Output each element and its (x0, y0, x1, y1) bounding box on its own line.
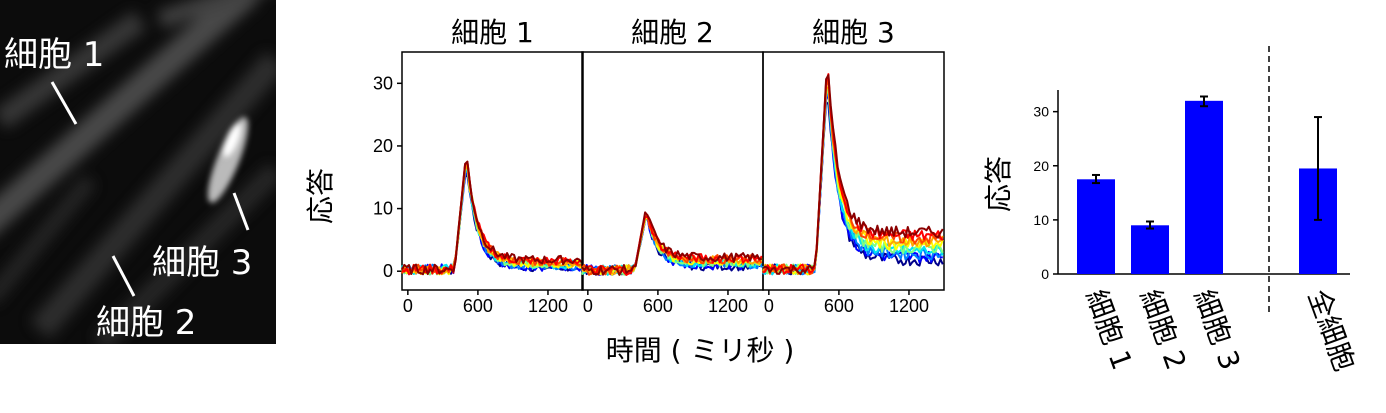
bar (1077, 179, 1115, 274)
bar-chart: 0 10 20 30 細胞 1細胞 2細胞 3 全細胞 応答 (982, 46, 1361, 375)
x-tick-label: 1200 (889, 296, 929, 316)
bar-y-tick-label: 30 (1033, 104, 1049, 120)
bar-category-label: 細胞 1 (1079, 285, 1138, 374)
bar-y-tick-label: 10 (1033, 212, 1049, 228)
trace-line (581, 216, 763, 275)
bar-category-label: 細胞 2 (1133, 285, 1192, 374)
x-tick-label: 0 (583, 296, 593, 316)
bar-y-tick-label: 20 (1033, 158, 1049, 174)
trace-line (401, 160, 583, 276)
trace-panel-3: 細胞 3 0 600 1200 (762, 16, 945, 316)
x-tick-label: 600 (643, 296, 673, 316)
x-tick-label: 1200 (528, 296, 568, 316)
cell3-label: 細胞 3 (152, 243, 252, 283)
trace-line (762, 74, 944, 276)
y-tick-label: 20 (373, 136, 393, 156)
trace-panel-frame (762, 51, 945, 291)
trace-panel-title: 細胞 3 (812, 16, 895, 49)
x-tick-label: 0 (403, 296, 413, 316)
bar-category-label: 全細胞 (1301, 285, 1361, 375)
cell1-label: 細胞 1 (4, 35, 104, 75)
x-tick-label: 600 (463, 296, 493, 316)
bar-category-label: 細胞 3 (1187, 285, 1246, 374)
bar-plot: 0 10 20 30 細胞 1細胞 2細胞 3 全細胞 (1033, 46, 1361, 375)
cell-fibers (0, 0, 276, 344)
bar-y-axis-label: 応答 (982, 156, 1015, 212)
y-tick-label: 0 (383, 261, 393, 281)
traces-chart: 細胞 1 0 600 1200 0 10 20 30 細胞 2 0 600 1200 細胞 3 0 600 1… (304, 16, 945, 367)
cell3-pointer (232, 192, 250, 231)
bar-y-tick-label: 0 (1041, 266, 1049, 282)
x-tick-label: 600 (824, 296, 854, 316)
traces-y-axis-label: 応答 (304, 168, 337, 224)
y-tick-label: 10 (373, 199, 393, 219)
y-tick-label: 30 (373, 73, 393, 93)
micrograph-image: 細胞 1 細胞 3 細胞 2 (0, 0, 276, 344)
cell2-label: 細胞 2 (96, 303, 196, 343)
bar (1131, 225, 1169, 274)
trace-panels: 細胞 1 0 600 1200 0 10 20 30 細胞 2 0 600 1200 細胞 3 0 600 1… (373, 16, 945, 316)
cell1-pointer (50, 81, 78, 125)
x-tick-label: 0 (764, 296, 774, 316)
trace-panel-frame (401, 51, 584, 291)
bright-cell (207, 117, 249, 203)
micrograph-panel: 細胞 1 細胞 3 細胞 2 (0, 0, 276, 344)
trace-panel-title: 細胞 2 (631, 16, 714, 49)
traces-x-axis-label: 時間 ( ミリ秒 ) (606, 334, 795, 367)
trace-line (762, 89, 944, 276)
cell2-pointer (111, 255, 136, 297)
trace-panel-1: 細胞 1 0 600 1200 0 10 20 30 (373, 16, 584, 316)
trace-line (762, 86, 944, 276)
trace-line (581, 211, 762, 276)
trace-panel-title: 細胞 1 (451, 16, 534, 49)
bar (1185, 100, 1223, 274)
trace-panel-2: 細胞 2 0 600 1200 (581, 16, 764, 316)
x-tick-label: 1200 (708, 296, 748, 316)
trace-line (401, 174, 583, 275)
